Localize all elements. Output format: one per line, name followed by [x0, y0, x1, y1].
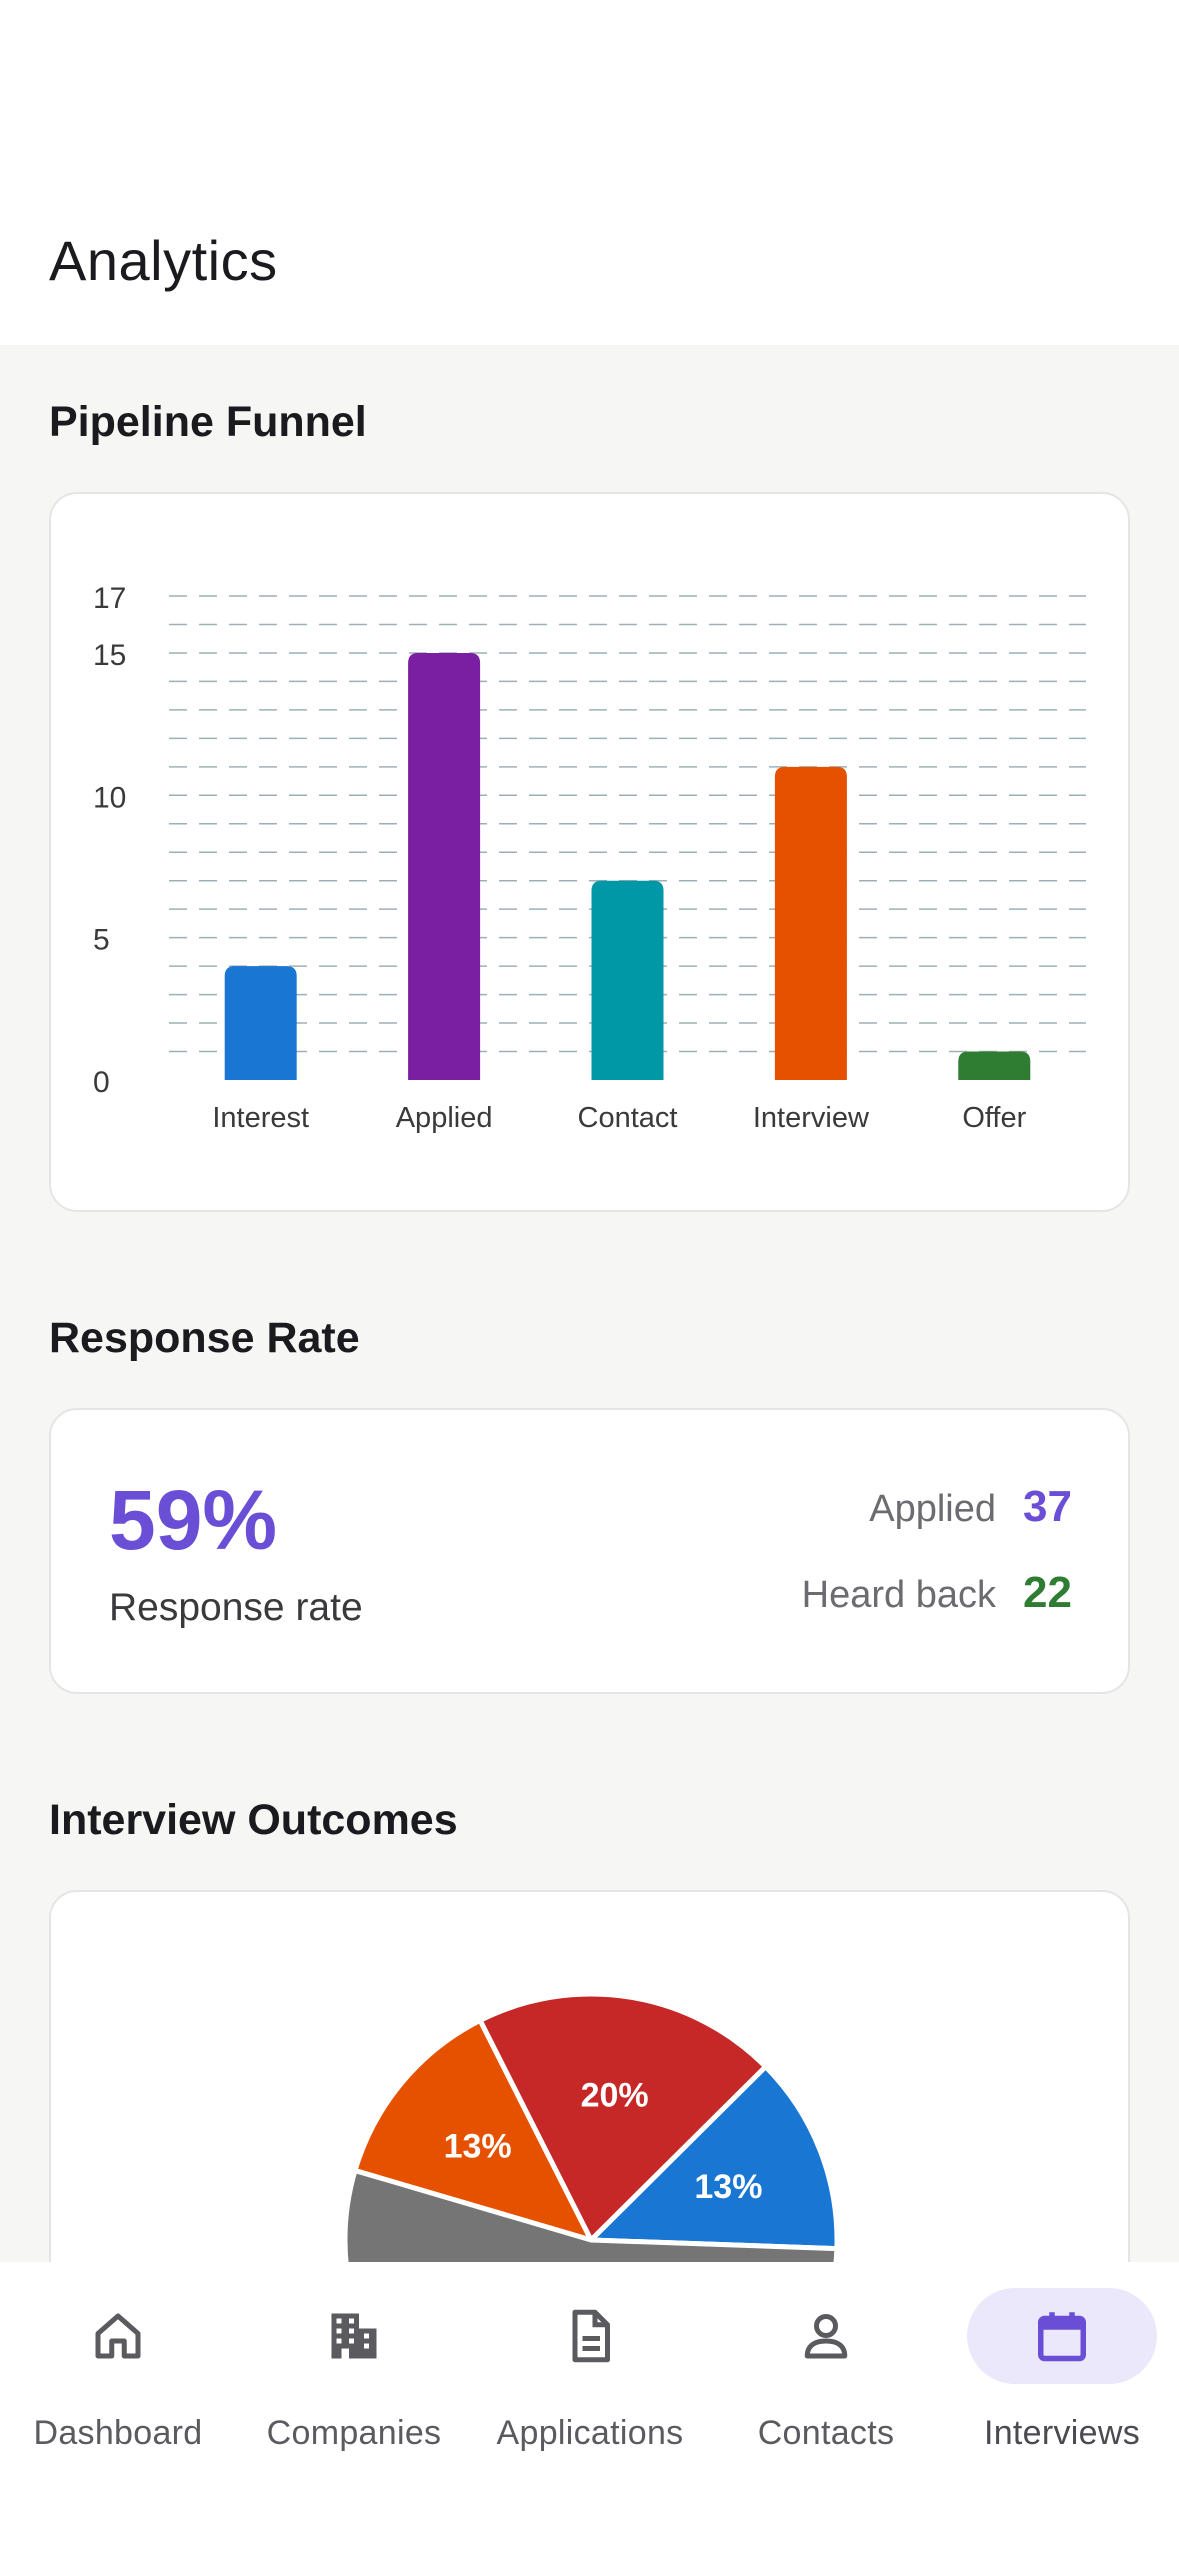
building-icon	[331, 2313, 377, 2359]
home-icon	[95, 2313, 141, 2359]
document-icon	[572, 2309, 610, 2363]
response-rate-label: Response rate	[109, 1586, 363, 1629]
nav-pill-active	[967, 2288, 1157, 2384]
bar-offer	[958, 1051, 1031, 1080]
response-rate-card: 59% Response rate Applied 37 Heard back …	[49, 1408, 1130, 1694]
y-tick-label: 17	[93, 582, 126, 615]
bar-contact	[591, 880, 664, 1080]
pie-slice	[588, 2064, 840, 2252]
nav-item-interviews[interactable]: Interviews	[944, 2262, 1179, 2462]
page-title: Analytics	[49, 229, 278, 292]
nav-item-contacts[interactable]: Contacts	[708, 2262, 944, 2462]
top-app-bar: Analytics	[0, 0, 1179, 345]
person-icon	[804, 2313, 848, 2359]
bar-applied	[408, 652, 481, 1080]
nav-label: Interviews	[983, 2414, 1141, 2452]
heard-back-count: 22	[1023, 1568, 1072, 1617]
y-tick-label: 0	[93, 1066, 110, 1099]
response-rate-value: 59%	[109, 1473, 278, 1567]
nav-label: Dashboard	[33, 2414, 203, 2452]
applied-label: Applied	[869, 1488, 996, 1530]
pie-slice-label: 13%	[694, 2168, 762, 2206]
x-tick-label: Applied	[396, 1102, 493, 1134]
nav-item-dashboard[interactable]: Dashboard	[0, 2262, 236, 2462]
bottom-navigation: Dashboard Companies Applications C	[0, 2262, 1179, 2556]
x-tick-label: Offer	[962, 1102, 1026, 1134]
x-tick-label: Contact	[578, 1102, 678, 1134]
nav-item-companies[interactable]: Companies	[236, 2262, 472, 2462]
applied-stat: Applied 37	[869, 1482, 1072, 1532]
pie-slice-label: 13%	[444, 2128, 512, 2166]
y-tick-label: 15	[93, 639, 126, 672]
nav-label: Contacts	[757, 2414, 895, 2452]
bar-interview	[774, 766, 847, 1080]
y-tick-label: 10	[93, 781, 126, 814]
calendar-icon	[1038, 2312, 1086, 2362]
bar-interest	[224, 966, 297, 1080]
section-title-funnel: Pipeline Funnel	[49, 398, 367, 446]
pie-slice-label: 20%	[581, 2076, 649, 2114]
x-tick-label: Interview	[753, 1102, 870, 1134]
funnel-chart-card: 0 5 10 15 17 Interest Applied Contact Interview O…	[49, 492, 1130, 1212]
applied-count: 37	[1023, 1482, 1072, 1531]
y-tick-label: 5	[93, 924, 110, 957]
section-title-outcomes: Interview Outcomes	[49, 1796, 458, 1844]
nav-label: Companies	[266, 2414, 442, 2452]
heard-back-label: Heard back	[801, 1574, 996, 1616]
nav-item-applications[interactable]: Applications	[472, 2262, 708, 2462]
nav-label: Applications	[496, 2414, 684, 2452]
pie-slice	[477, 1991, 769, 2243]
funnel-bar-chart: 0 5 10 15 17 Interest Applied Contact Interview O…	[93, 582, 1086, 1134]
section-title-response: Response Rate	[49, 1314, 360, 1362]
heard-back-stat: Heard back 22	[802, 1568, 1072, 1618]
pie-slice	[352, 2017, 594, 2243]
x-tick-label: Interest	[212, 1102, 309, 1134]
